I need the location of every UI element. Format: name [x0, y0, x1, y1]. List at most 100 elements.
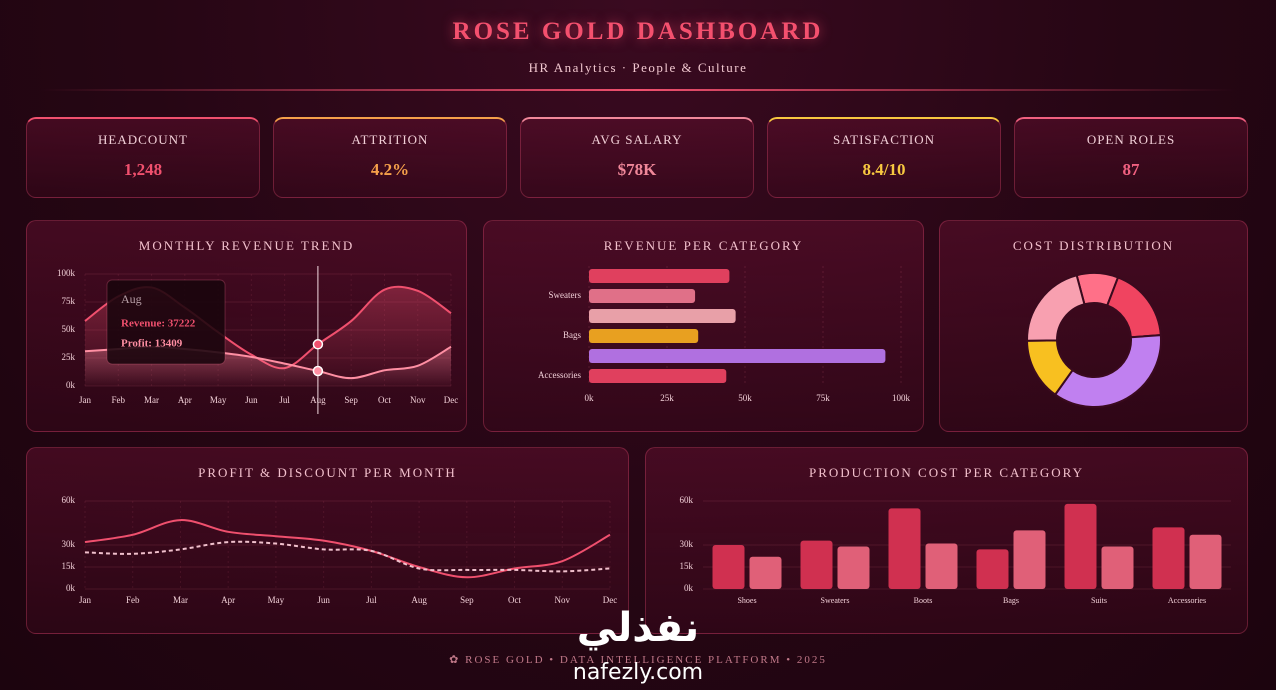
x-tick-label: 0k	[585, 393, 595, 403]
kpi-card: ATTRITION 4.2%	[273, 117, 507, 198]
kpi-value: 1,248	[123, 160, 163, 179]
bar	[925, 543, 958, 589]
bar	[837, 546, 870, 589]
bar	[589, 349, 886, 363]
x-tick-label: Dec	[603, 595, 618, 605]
kpi-card: SATISFACTION 8.4/10	[767, 117, 1001, 198]
footer-icon: ✿	[449, 654, 466, 666]
bar	[712, 545, 745, 589]
bar	[800, 540, 833, 589]
y-tick-label: 100k	[57, 268, 76, 278]
tooltip-box	[106, 279, 226, 365]
x-tick-label: Dec	[444, 395, 459, 405]
x-tick-label: Oct	[378, 395, 391, 405]
chart-title: PRODUCTION COST PER CATEGORY	[809, 465, 1084, 480]
x-tick-label: Jul	[279, 395, 290, 405]
x-tick-label: Suits	[1091, 596, 1107, 605]
kpi-value: $78K	[617, 160, 657, 179]
x-tick-label: Nov	[410, 395, 426, 405]
kpi-card: OPEN ROLES 87	[1014, 117, 1248, 198]
x-tick-label: Sep	[460, 595, 474, 605]
y-tick-label: 15k	[680, 561, 694, 571]
chart	[1025, 272, 1162, 408]
x-tick-label: 75k	[816, 393, 830, 403]
chart-card: MONTHLY REVENUE TREND 0k 25k 50k 75k 100k Jan F…	[26, 220, 467, 432]
chart-title: REVENUE PER CATEGORY	[603, 238, 804, 253]
subtitle: HR Analytics · People & Culture	[528, 60, 748, 75]
chart-card: REVENUE PER CATEGORY 0k 25k 50k 75k 100k Sweat…	[483, 220, 924, 432]
bar	[589, 309, 736, 323]
kpi-label: HEADCOUNT	[98, 132, 188, 147]
chart-title: COST DISTRIBUTION	[1012, 238, 1175, 253]
kpi-value: 87	[1122, 160, 1140, 179]
x-tick-label: Mar	[144, 395, 159, 405]
title: ROSE GOLD DASHBOARD	[452, 18, 824, 45]
chart: 0k 15k 30k 60k Shoes Sweaters Boots Bags Suits Ac…	[680, 495, 1231, 605]
bar	[589, 289, 696, 303]
bar	[1152, 527, 1185, 589]
y-tick-label: 30k	[62, 539, 76, 549]
x-tick-label: Apr	[221, 595, 235, 605]
x-tick-label: Sweaters	[821, 596, 850, 605]
x-tick-label: Feb	[126, 595, 140, 605]
x-tick-label: Shoes	[737, 596, 756, 605]
chart: 0k 25k 50k 75k 100k Jan Feb Mar Apr May Jun Jul Aug S…	[57, 266, 459, 414]
chart: 0k 25k 50k 75k 100k Sweaters Bags Accessories	[538, 266, 911, 403]
x-tick-label: Bags	[1003, 596, 1019, 605]
kpi-label: OPEN ROLES	[1086, 132, 1176, 147]
bar	[888, 508, 921, 589]
x-tick-label: Nov	[555, 595, 571, 605]
x-tick-label: Jan	[79, 595, 91, 605]
x-tick-label: Jan	[79, 395, 91, 405]
chart-title: PROFIT & DISCOUNT PER MONTH	[198, 465, 457, 480]
y-tick-label: Accessories	[538, 370, 581, 380]
pie-slice	[1105, 276, 1162, 339]
line	[84, 519, 611, 579]
bar	[1064, 503, 1097, 589]
x-tick-label: Oct	[508, 595, 521, 605]
x-tick-label: Jun	[317, 595, 330, 605]
y-tick-label: 75k	[62, 296, 76, 306]
highlight-point	[312, 365, 324, 377]
y-tick-label: 0k	[684, 583, 694, 593]
x-tick-label: Accessories	[1168, 596, 1206, 605]
x-tick-label: Apr	[178, 395, 192, 405]
x-tick-label: Sep	[344, 395, 358, 405]
chart-card: PROFIT & DISCOUNT PER MONTH 0k 15k 30k 60k Ja…	[26, 447, 629, 634]
watermark-text: نفذلي	[576, 605, 700, 651]
pie-slice	[1026, 274, 1086, 342]
footer-text: ROSE GOLD • DATA INTELLIGENCE PLATFORM •…	[465, 654, 827, 666]
y-tick-label: 60k	[680, 495, 694, 505]
y-tick-label: 0k	[66, 583, 76, 593]
x-tick-label: Mar	[173, 595, 188, 605]
x-tick-label: Jul	[366, 595, 377, 605]
x-tick-label: Jun	[245, 395, 258, 405]
y-tick-label: 25k	[62, 352, 76, 362]
y-tick-label: 50k	[62, 324, 76, 334]
kpi-value: 8.4/10	[862, 160, 906, 179]
watermark-url: nafezly.com	[572, 660, 704, 685]
x-tick-label: Aug	[411, 595, 427, 605]
x-tick-label: May	[268, 595, 285, 605]
tooltip-line: Profit: 13409	[121, 338, 183, 350]
y-tick-label: 60k	[62, 495, 76, 505]
tooltip-line: Revenue: 37222	[121, 318, 196, 330]
x-tick-label: Feb	[112, 395, 126, 405]
kpi-card: AVG SALARY $78K	[520, 117, 754, 198]
kpi-label: ATTRITION	[351, 132, 429, 147]
bar	[1189, 534, 1222, 589]
y-tick-label: Sweaters	[549, 290, 582, 300]
highlight-point	[312, 339, 324, 350]
bar	[749, 556, 782, 589]
bar	[589, 369, 727, 383]
pie-slice	[1053, 334, 1162, 408]
chart: 0k 15k 30k 60k Jan Feb Mar Apr May Jun Jul Aug Sep Oc…	[62, 495, 618, 605]
y-tick-label: 15k	[62, 561, 76, 571]
chart-card: PRODUCTION COST PER CATEGORY 0k 15k 30k 60k S…	[645, 447, 1248, 634]
bar	[1101, 546, 1134, 589]
x-tick-label: 100k	[892, 393, 911, 403]
y-tick-label: 30k	[680, 539, 694, 549]
bar	[589, 269, 730, 283]
chart-card: COST DISTRIBUTION	[939, 220, 1248, 432]
